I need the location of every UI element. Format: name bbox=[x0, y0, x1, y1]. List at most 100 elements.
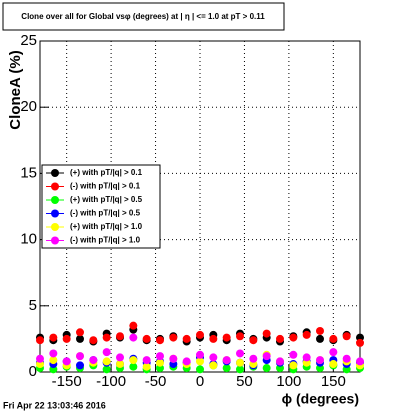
point bbox=[169, 354, 178, 363]
point bbox=[102, 365, 111, 374]
point bbox=[102, 357, 111, 366]
point bbox=[102, 348, 111, 357]
point bbox=[49, 356, 58, 365]
point bbox=[196, 350, 204, 359]
legend-label: (-) with pT/|q| > 1.0 bbox=[70, 236, 141, 245]
point bbox=[209, 334, 218, 343]
point bbox=[236, 358, 244, 367]
point bbox=[156, 352, 164, 361]
point bbox=[76, 328, 84, 337]
point bbox=[249, 336, 258, 345]
legend-label: (+) with pT/|q| > 0.5 bbox=[70, 195, 143, 204]
point bbox=[49, 333, 58, 342]
point bbox=[142, 362, 151, 371]
point bbox=[142, 356, 151, 365]
point bbox=[116, 332, 124, 341]
legend-label: (+) with pT/|q| > 0.1 bbox=[70, 168, 143, 177]
point bbox=[142, 334, 151, 343]
x-tick-label: 50 bbox=[236, 373, 253, 390]
point bbox=[342, 332, 351, 341]
legend-marker bbox=[51, 209, 59, 218]
point bbox=[329, 360, 338, 369]
point bbox=[36, 336, 44, 345]
x-tick-label: 150 bbox=[321, 373, 346, 390]
legend-marker bbox=[51, 182, 59, 191]
point bbox=[276, 334, 284, 343]
point bbox=[262, 364, 271, 373]
chart-title: Clone over all for Global vsφ (degrees) … bbox=[21, 12, 265, 21]
point bbox=[196, 365, 204, 374]
point bbox=[62, 357, 71, 366]
point bbox=[342, 354, 351, 363]
point bbox=[182, 334, 191, 343]
y-tick-label: 25 bbox=[20, 32, 37, 49]
point bbox=[182, 357, 191, 366]
x-tick-label: 100 bbox=[276, 373, 301, 390]
point bbox=[89, 336, 98, 345]
legend-marker bbox=[51, 223, 59, 231]
footer: Fri Apr 22 13:03:46 2016 bbox=[3, 400, 106, 410]
point bbox=[196, 330, 204, 339]
point bbox=[329, 348, 338, 357]
point bbox=[36, 354, 44, 363]
point bbox=[209, 353, 218, 362]
point bbox=[156, 358, 164, 367]
point bbox=[249, 354, 258, 363]
point bbox=[102, 333, 111, 342]
point bbox=[289, 350, 298, 359]
point bbox=[116, 353, 124, 362]
point bbox=[222, 364, 231, 373]
point bbox=[289, 333, 298, 342]
y-tick-label: 0 bbox=[29, 363, 37, 380]
point bbox=[236, 349, 244, 358]
point bbox=[76, 334, 84, 343]
legend-label: (+) with pT/|q| > 1.0 bbox=[70, 222, 143, 231]
point bbox=[302, 353, 311, 362]
legend-label: (-) with pT/|q| > 0.5 bbox=[70, 209, 141, 218]
point bbox=[316, 334, 324, 343]
x-tick-label: 0 bbox=[196, 373, 204, 390]
point bbox=[316, 356, 324, 365]
point bbox=[76, 361, 84, 370]
point bbox=[209, 361, 218, 370]
point bbox=[196, 357, 204, 366]
point bbox=[316, 326, 324, 335]
point bbox=[356, 357, 364, 366]
legend-marker bbox=[51, 196, 59, 204]
point bbox=[49, 349, 58, 358]
x-axis-label: ϕ (degrees) bbox=[282, 391, 359, 407]
y-tick-label: 10 bbox=[20, 231, 37, 248]
point bbox=[62, 334, 71, 343]
x-tick-label: -150 bbox=[52, 373, 82, 390]
y-axis-label: CloneA (%) bbox=[7, 50, 24, 129]
point bbox=[236, 365, 244, 374]
point bbox=[76, 352, 84, 361]
point bbox=[156, 336, 164, 345]
point bbox=[356, 338, 364, 347]
point bbox=[89, 356, 98, 365]
point bbox=[222, 356, 231, 365]
point bbox=[129, 356, 138, 365]
title-box bbox=[2, 2, 285, 31]
point bbox=[262, 329, 271, 338]
x-tick-label: -50 bbox=[145, 373, 167, 390]
legend-label: (-) with pT/|q| > 0.1 bbox=[70, 182, 141, 191]
point bbox=[129, 333, 138, 342]
point bbox=[129, 321, 138, 330]
point bbox=[262, 352, 271, 361]
y-tick-label: 20 bbox=[20, 98, 37, 115]
legend-marker bbox=[51, 169, 59, 177]
legend-box bbox=[41, 164, 161, 249]
point bbox=[222, 333, 231, 342]
y-tick-label: 15 bbox=[20, 164, 37, 181]
point bbox=[276, 357, 284, 366]
point bbox=[289, 361, 298, 370]
point bbox=[236, 332, 244, 341]
point bbox=[329, 334, 338, 343]
x-tick-label: -100 bbox=[96, 373, 126, 390]
point bbox=[129, 362, 138, 371]
point bbox=[302, 330, 311, 339]
y-tick-label: 5 bbox=[29, 297, 37, 314]
legend-marker bbox=[51, 236, 59, 245]
